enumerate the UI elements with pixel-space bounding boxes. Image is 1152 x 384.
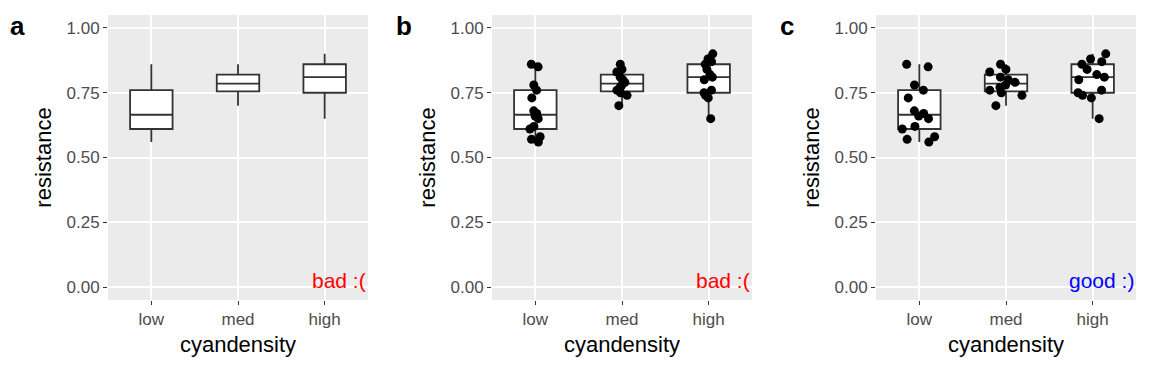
svg-text:0.50: 0.50 xyxy=(451,148,484,167)
svg-text:0.75: 0.75 xyxy=(835,84,868,103)
svg-text:0.00: 0.00 xyxy=(835,278,868,297)
svg-text:resistance: resistance xyxy=(31,107,56,207)
svg-text:resistance: resistance xyxy=(799,107,824,207)
svg-text:b: b xyxy=(396,11,412,41)
svg-text:0.25: 0.25 xyxy=(67,213,100,232)
svg-text:bad :(: bad :( xyxy=(312,269,366,292)
svg-text:high: high xyxy=(1077,310,1109,329)
svg-text:0.75: 0.75 xyxy=(67,84,100,103)
svg-text:1.00: 1.00 xyxy=(835,19,868,38)
svg-text:high: high xyxy=(309,310,341,329)
svg-text:cyandensity: cyandensity xyxy=(948,332,1064,357)
svg-text:cyandensity: cyandensity xyxy=(564,332,680,357)
svg-text:low: low xyxy=(139,310,165,329)
svg-text:high: high xyxy=(693,310,725,329)
svg-text:med: med xyxy=(221,310,254,329)
svg-text:med: med xyxy=(605,310,638,329)
svg-text:a: a xyxy=(10,11,25,41)
svg-text:0.00: 0.00 xyxy=(451,278,484,297)
svg-text:good :): good :) xyxy=(1069,269,1134,292)
svg-text:c: c xyxy=(780,11,794,41)
svg-text:low: low xyxy=(907,310,933,329)
svg-text:1.00: 1.00 xyxy=(451,19,484,38)
svg-text:0.50: 0.50 xyxy=(67,148,100,167)
svg-text:bad :(: bad :( xyxy=(696,269,750,292)
svg-text:resistance: resistance xyxy=(415,107,440,207)
svg-text:0.25: 0.25 xyxy=(451,213,484,232)
svg-text:low: low xyxy=(523,310,549,329)
svg-text:cyandensity: cyandensity xyxy=(180,332,296,357)
svg-text:0.50: 0.50 xyxy=(835,148,868,167)
svg-text:0.75: 0.75 xyxy=(451,84,484,103)
svg-text:0.00: 0.00 xyxy=(67,278,100,297)
svg-text:0.25: 0.25 xyxy=(835,213,868,232)
svg-text:med: med xyxy=(989,310,1022,329)
svg-text:1.00: 1.00 xyxy=(67,19,100,38)
